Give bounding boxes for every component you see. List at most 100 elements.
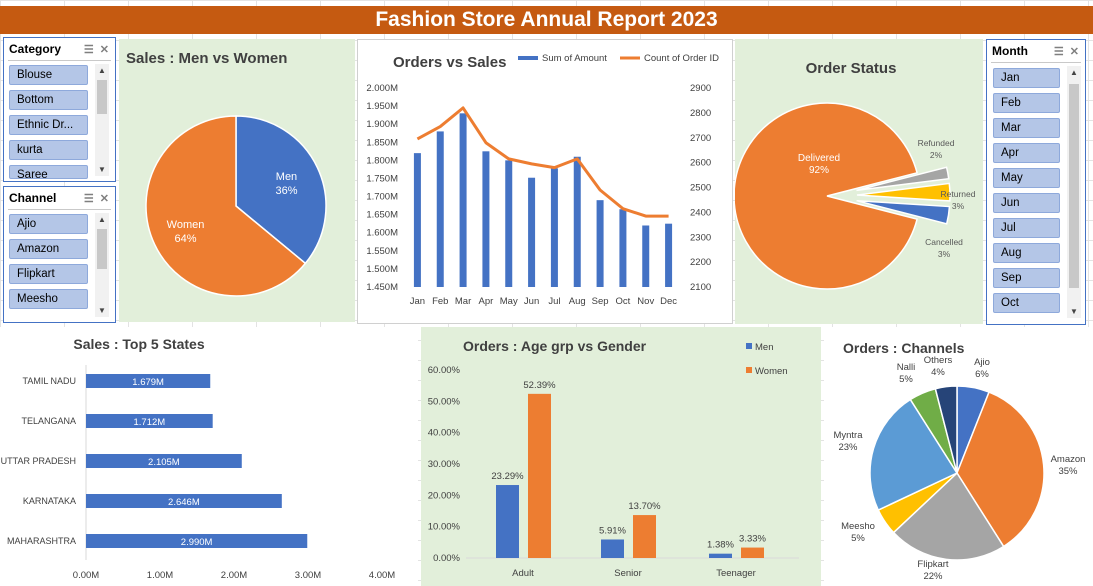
legend-label-women: Women — [755, 366, 788, 377]
channel-label-amazon: Amazon — [1051, 454, 1086, 465]
bar-value-senior-men: 5.91% — [599, 525, 626, 536]
sales-gender-title: Sales : Men vs Women — [126, 50, 288, 67]
bar-value-teenager-men: 1.38% — [707, 540, 734, 551]
legend-swatch-men — [746, 343, 752, 349]
scroll-thumb[interactable] — [1069, 84, 1079, 288]
scroll-thumb[interactable] — [97, 80, 107, 114]
x-tick-jul: Jul — [548, 296, 560, 307]
scroll-up-icon[interactable]: ▲ — [98, 66, 106, 75]
multi-select-icon[interactable]: ☰ — [1053, 45, 1064, 58]
multi-select-icon[interactable]: ☰ — [83, 43, 94, 56]
pie-slice-myntra — [869, 398, 959, 512]
slicer-divider — [8, 60, 111, 61]
orders-sales-panel: Orders vs Sales Sum of Amount Count of Ord… — [357, 39, 733, 324]
pie-label-men: Men — [276, 171, 297, 183]
bar-adult-men — [496, 485, 519, 558]
age-gender-chart: Orders : Age grp vs Gender Men Women 0.00% 1… — [428, 338, 799, 579]
bar-value-karnataka: 2.646M — [168, 497, 200, 508]
y-tick: 10.00% — [428, 522, 461, 533]
bar-dec — [665, 223, 673, 287]
pie-slice-refunded — [856, 166, 950, 192]
status-value-delivered: 92% — [809, 165, 829, 176]
slicer-item-saree[interactable]: Saree — [9, 165, 88, 179]
slicer-item-jul[interactable]: Jul — [993, 218, 1060, 238]
slicer-scrollbar[interactable]: ▲ ▼ — [1067, 66, 1081, 318]
slicer-item-sep[interactable]: Sep — [993, 268, 1060, 288]
y-tick: 20.00% — [428, 490, 461, 501]
slicer-item-amazon[interactable]: Amazon — [9, 239, 88, 259]
month-slicer: Month ☰ ✕ Jan Feb Mar Apr May Jun Jul Aug Sep Oct ▲ ▼ — [986, 39, 1086, 325]
legend-swatch-amount — [518, 56, 538, 60]
orders-sales-chart: Orders vs Sales Sum of Amount Count of Ord… — [366, 53, 719, 307]
category-slicer-header: Category ☰ ✕ — [4, 38, 115, 60]
state-label-tamil-nadu: TAMIL NADU — [22, 376, 76, 386]
slicer-item-ajio[interactable]: Ajio — [9, 214, 88, 234]
slicer-item-blouse[interactable]: Blouse — [9, 65, 88, 85]
slicer-item-feb[interactable]: Feb — [993, 93, 1060, 113]
pie-slice-returned — [856, 182, 951, 202]
pie-slice-flipkart — [892, 471, 1005, 561]
slicer-item-jun[interactable]: Jun — [993, 193, 1060, 213]
scroll-up-icon[interactable]: ▲ — [1070, 68, 1078, 77]
y-left-tick: 1.550M — [366, 246, 398, 257]
bar-jan — [413, 153, 421, 287]
scroll-thumb[interactable] — [97, 229, 107, 269]
status-label-delivered: Delivered — [798, 153, 840, 164]
sales-gender-chart: Men 36% Women 64% — [145, 115, 327, 297]
slicer-item-flipkart[interactable]: Flipkart — [9, 264, 88, 284]
bar-oct — [619, 209, 627, 287]
y-tick: 60.00% — [428, 365, 461, 376]
channel-value-amazon: 35% — [1058, 466, 1078, 477]
y-tick: 40.00% — [428, 428, 461, 439]
y-left-tick: 1.900M — [366, 119, 398, 130]
orders-line — [416, 106, 669, 218]
scroll-down-icon[interactable]: ▼ — [1070, 307, 1078, 316]
x-tick-feb: Feb — [432, 296, 448, 307]
slicer-item-may[interactable]: May — [993, 168, 1060, 188]
order-status-panel: Order Status Delivered 92% Refunded 2% Return… — [735, 39, 983, 324]
age-gender-panel: Orders : Age grp vs Gender Men Women 0.00% 1… — [421, 327, 821, 586]
channel-label-ajio: Ajio — [974, 357, 990, 368]
top-states-title: Sales : Top 5 States — [73, 336, 204, 352]
channel-label-others: Others — [924, 355, 953, 366]
y-right-tick: 2700 — [690, 133, 711, 144]
clear-filter-icon[interactable]: ✕ — [99, 192, 109, 205]
y-right-tick: 2100 — [690, 282, 711, 293]
state-label-telangana: TELANGANA — [21, 416, 76, 426]
slicer-tools: ☰ ✕ — [1054, 45, 1079, 58]
scroll-down-icon[interactable]: ▼ — [98, 306, 106, 315]
y-left-tick: 2.000M — [366, 83, 398, 94]
x-tick-senior: Senior — [614, 568, 641, 579]
slicer-item-ethnic-dr[interactable]: Ethnic Dr... — [9, 115, 88, 135]
slicer-item-oct[interactable]: Oct — [993, 293, 1060, 313]
status-value-returned: 3% — [952, 201, 965, 211]
slicer-item-aug[interactable]: Aug — [993, 243, 1060, 263]
slicer-item-jan[interactable]: Jan — [993, 68, 1060, 88]
bar-value-maharashtra: 2.990M — [181, 537, 213, 548]
status-label-returned: Returned — [941, 189, 976, 199]
clear-filter-icon[interactable]: ✕ — [99, 43, 109, 56]
bar-uttar-pradesh — [86, 454, 242, 468]
y-right-tick: 2500 — [690, 183, 711, 194]
slicer-item-bottom[interactable]: Bottom — [9, 90, 88, 110]
channel-value-ajio: 6% — [975, 369, 989, 380]
clear-filter-icon[interactable]: ✕ — [1069, 45, 1079, 58]
category-slicer-title: Category — [9, 42, 62, 56]
y-left-tick: 1.700M — [366, 192, 398, 203]
status-label-cancelled: Cancelled — [925, 237, 963, 247]
multi-select-icon[interactable]: ☰ — [83, 192, 94, 205]
slicer-item-apr[interactable]: Apr — [993, 143, 1060, 163]
scroll-down-icon[interactable]: ▼ — [98, 165, 106, 174]
bar-value-adult-women: 52.39% — [523, 380, 556, 391]
slicer-item-meesho[interactable]: Meesho — [9, 289, 88, 309]
slicer-scrollbar[interactable]: ▲ ▼ — [95, 64, 109, 176]
top-states-panel: Sales : Top 5 States 0.00M 1.00M 2.00M 3.00M… — [0, 327, 418, 586]
slicer-item-kurta[interactable]: kurta — [9, 140, 88, 160]
slicer-item-mar[interactable]: Mar — [993, 118, 1060, 138]
scroll-up-icon[interactable]: ▲ — [98, 215, 106, 224]
y-left-tick: 1.850M — [366, 137, 398, 148]
month-slicer-header: Month ☰ ✕ — [987, 40, 1085, 62]
slicer-scrollbar[interactable]: ▲ ▼ — [95, 213, 109, 317]
